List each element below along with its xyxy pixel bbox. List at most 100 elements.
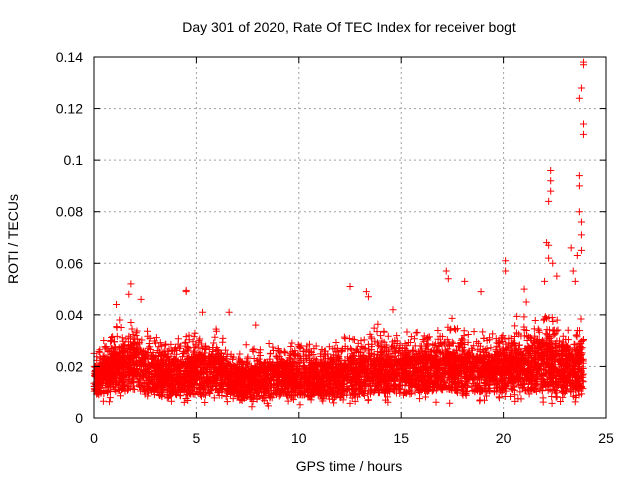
data-point — [403, 328, 411, 336]
data-point — [496, 338, 504, 346]
data-point — [542, 330, 550, 338]
data-point — [127, 319, 135, 327]
data-point — [393, 339, 401, 347]
data-point — [479, 328, 487, 336]
data-point — [152, 334, 160, 342]
data-point — [511, 322, 519, 330]
data-point — [384, 398, 392, 406]
data-point — [340, 333, 348, 341]
data-point — [527, 334, 535, 342]
data-point — [412, 329, 420, 337]
data-point — [557, 398, 565, 406]
data-point — [545, 314, 553, 322]
data-point — [515, 330, 523, 338]
data-point — [357, 342, 365, 350]
data-point — [346, 399, 354, 407]
data-point — [223, 398, 231, 406]
data-point — [236, 350, 244, 358]
data-point — [161, 341, 169, 349]
data-point — [520, 313, 528, 321]
data-point — [359, 344, 367, 352]
data-point — [436, 339, 444, 347]
data-point — [476, 396, 484, 404]
data-point — [423, 334, 431, 342]
data-point — [499, 332, 507, 340]
data-point — [349, 335, 357, 343]
data-point — [219, 338, 227, 346]
data-point — [107, 344, 115, 352]
data-point — [287, 343, 295, 351]
data-point — [341, 335, 349, 343]
data-point — [480, 334, 488, 342]
data-point — [535, 326, 543, 334]
data-point — [470, 328, 478, 336]
data-point — [448, 314, 456, 322]
data-point — [229, 395, 237, 403]
data-point — [511, 333, 519, 341]
data-point — [248, 403, 256, 411]
data-point — [420, 337, 428, 345]
data-point — [530, 325, 538, 333]
data-point — [300, 347, 308, 355]
data-point — [295, 342, 303, 350]
data-point — [564, 336, 572, 344]
data-point — [191, 347, 199, 355]
data-point — [106, 394, 114, 402]
data-point — [449, 339, 457, 347]
data-point — [438, 341, 446, 349]
data-point — [325, 343, 333, 351]
data-point — [513, 312, 521, 320]
data-point — [111, 344, 119, 352]
data-point — [116, 316, 124, 324]
data-point — [376, 332, 384, 340]
data-point — [280, 347, 288, 355]
data-point — [483, 344, 491, 352]
data-point — [374, 320, 382, 328]
data-point — [474, 345, 482, 353]
data-point — [117, 392, 125, 400]
data-point — [373, 328, 381, 336]
data-point — [487, 344, 495, 352]
data-point — [413, 328, 421, 336]
data-point — [189, 338, 197, 346]
data-point — [486, 336, 494, 344]
data-point — [564, 326, 572, 334]
data-point — [108, 334, 116, 342]
data-point — [201, 398, 209, 406]
data-point — [575, 363, 583, 371]
data-point — [446, 399, 454, 407]
data-point — [411, 335, 419, 343]
data-point — [99, 397, 107, 405]
data-point — [563, 343, 571, 351]
data-points — [90, 58, 587, 411]
data-point — [129, 330, 137, 338]
data-point — [549, 318, 557, 326]
data-point — [274, 345, 282, 353]
data-point — [156, 349, 164, 357]
data-point — [210, 394, 218, 402]
data-point — [213, 346, 221, 354]
data-point — [516, 388, 524, 396]
data-point — [450, 325, 458, 333]
data-point — [126, 334, 134, 342]
data-point — [211, 333, 219, 341]
data-point — [143, 327, 151, 335]
data-point — [275, 348, 283, 356]
data-point — [100, 337, 108, 345]
data-point — [354, 339, 362, 347]
data-point — [548, 399, 556, 407]
data-point — [125, 332, 133, 340]
data-point — [531, 316, 539, 324]
data-point — [311, 355, 319, 363]
data-point — [384, 332, 392, 340]
data-point — [360, 336, 368, 344]
data-point — [396, 344, 404, 352]
data-point — [190, 348, 198, 356]
data-point — [218, 391, 226, 399]
data-point — [182, 338, 190, 346]
data-point — [489, 330, 497, 338]
data-point — [498, 333, 506, 341]
data-point — [458, 347, 466, 355]
data-point — [416, 395, 424, 403]
